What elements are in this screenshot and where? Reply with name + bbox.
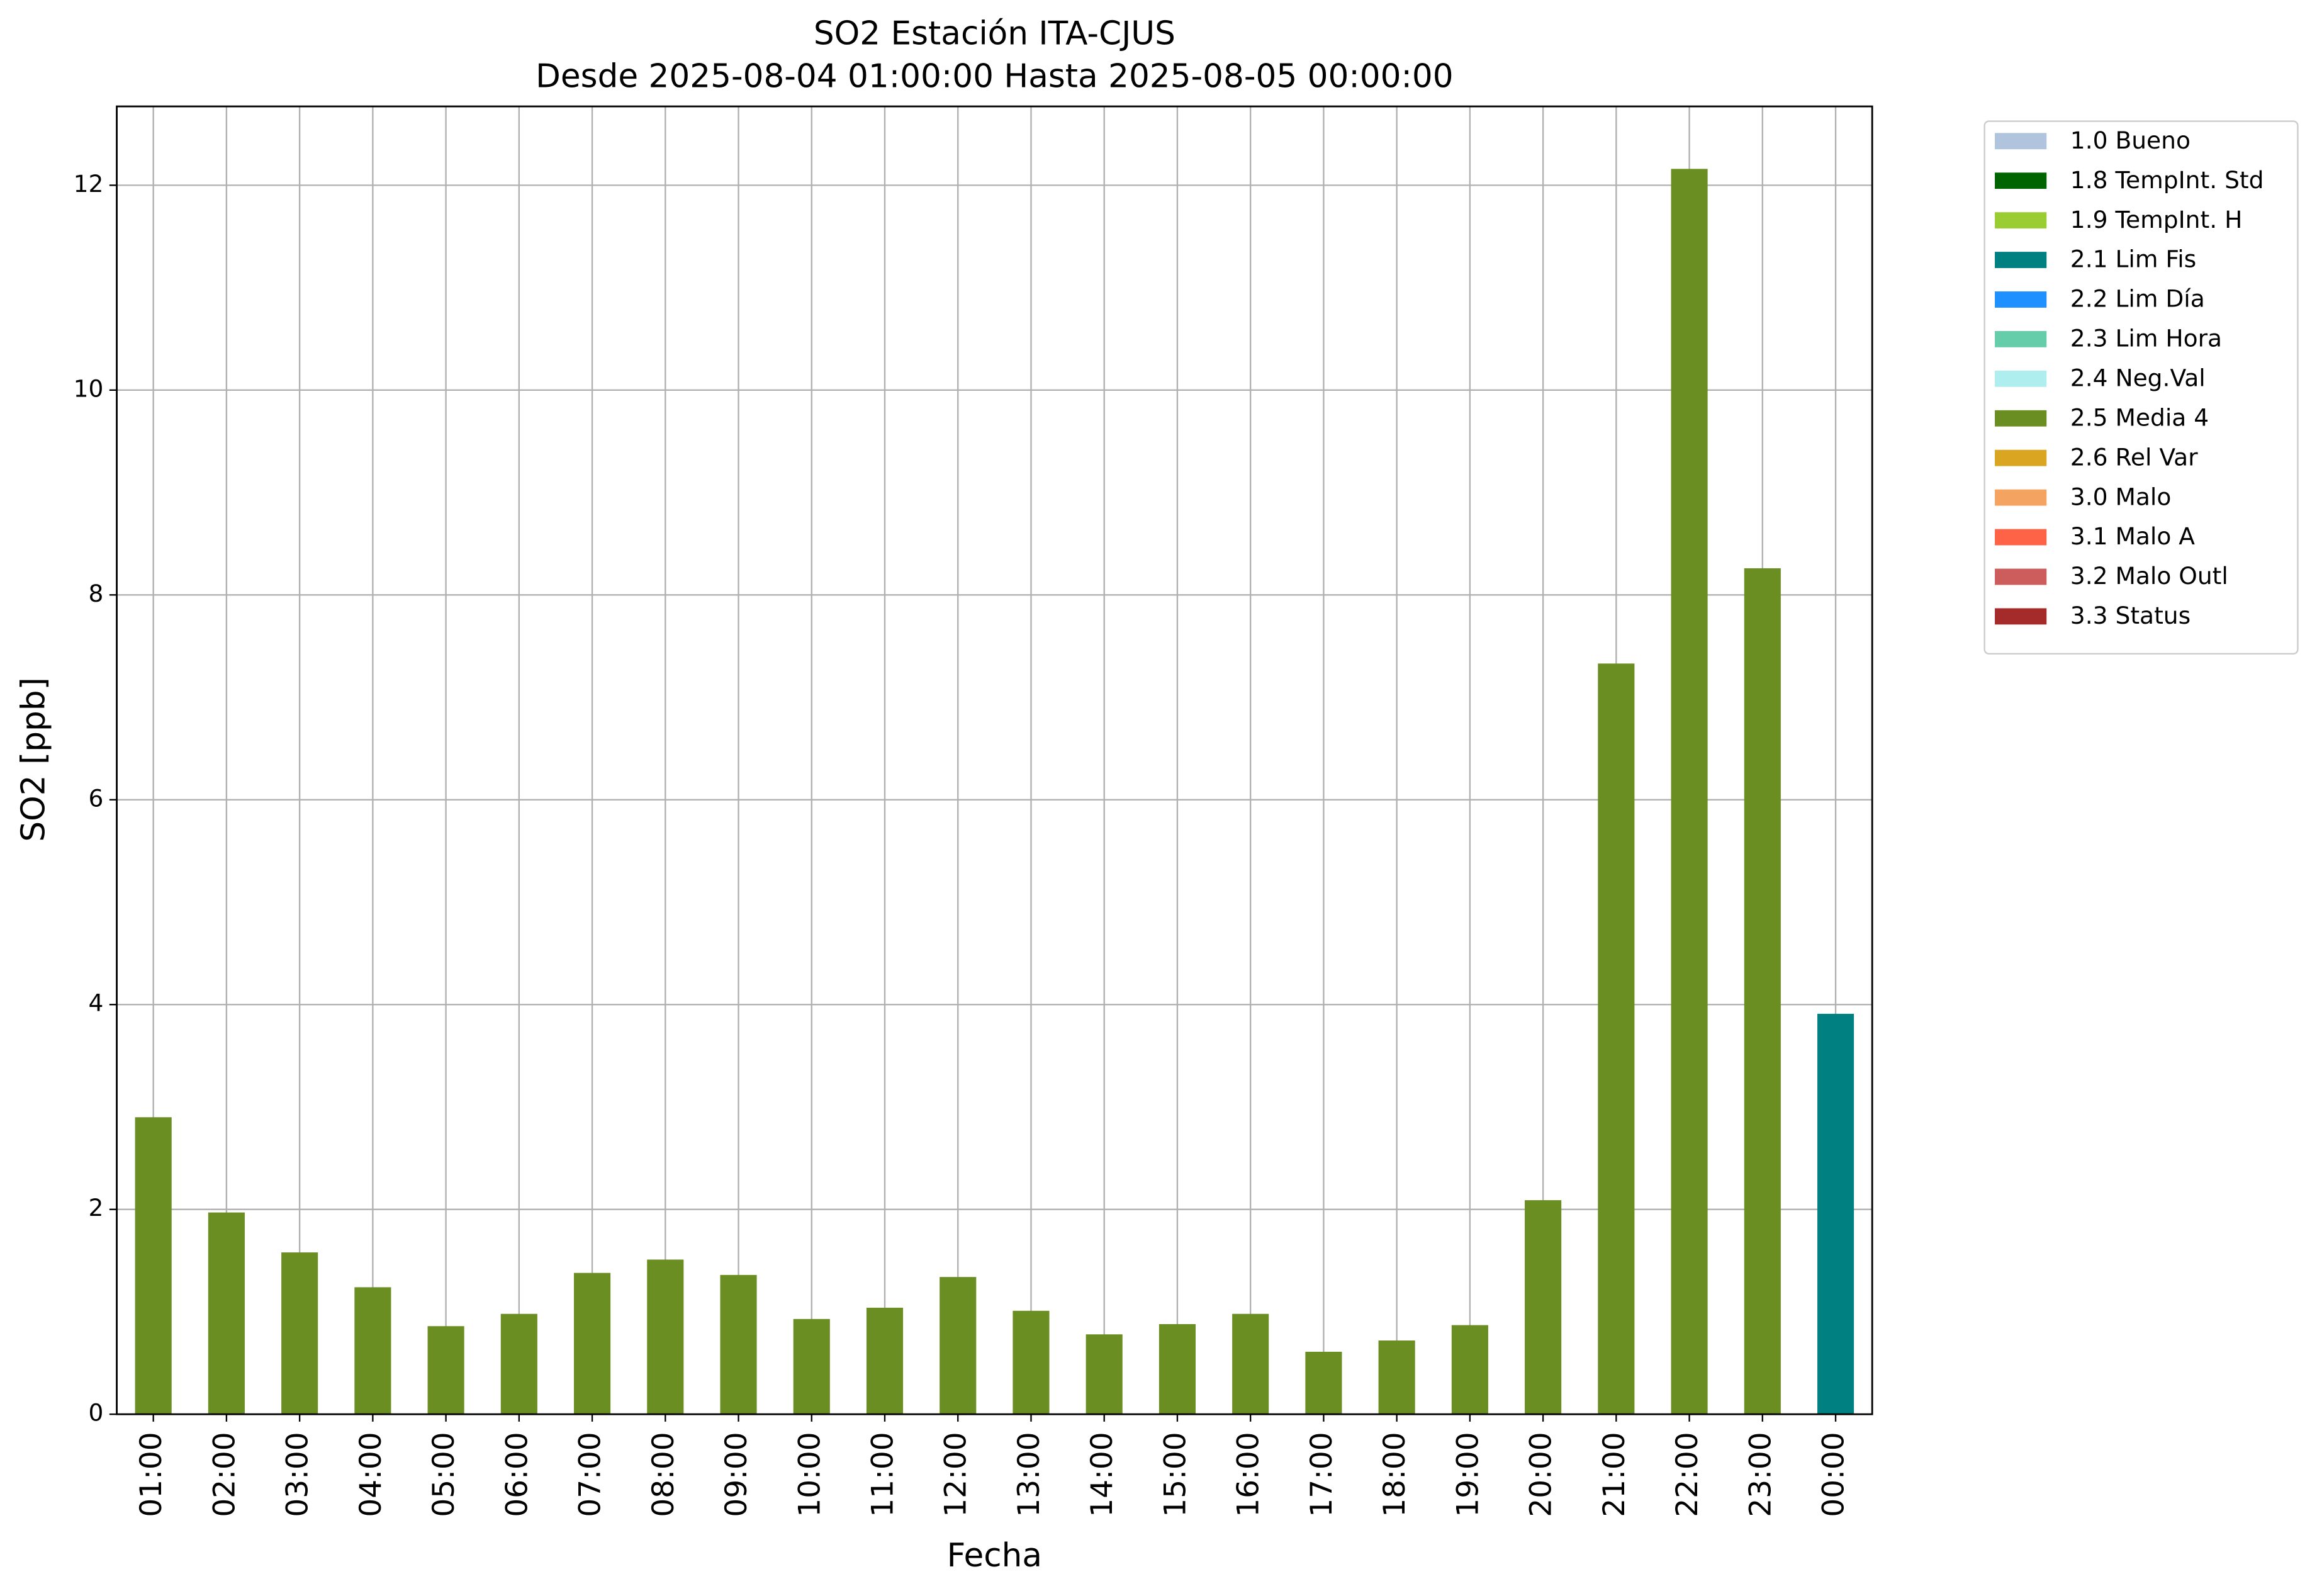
x-tick-label: 01:00 (134, 1432, 169, 1517)
bar (1525, 1200, 1562, 1415)
bar (1232, 1313, 1269, 1415)
x-tick-label: 09:00 (719, 1432, 754, 1517)
x-tick-label: 05:00 (427, 1432, 461, 1517)
bar (1817, 1013, 1854, 1415)
legend-label: 1.8 TempInt. Std (2070, 166, 2264, 194)
bar (281, 1252, 318, 1415)
chart-subtitle: Desde 2025-08-04 01:00:00 Hasta 2025-08-… (536, 57, 1453, 95)
legend-label: 2.3 Lim Hora (2070, 325, 2222, 352)
x-tick-label: 10:00 (792, 1432, 827, 1517)
bar (574, 1273, 611, 1415)
x-tick-label: 18:00 (1377, 1432, 1412, 1517)
x-tick-label: 06:00 (500, 1432, 534, 1517)
legend-swatch (1995, 370, 2047, 387)
y-tick-label: 0 (89, 1399, 104, 1427)
legend-label: 3.1 Malo A (2070, 522, 2195, 550)
y-axis-label: SO2 [ppb] (14, 677, 52, 841)
bar (1158, 1323, 1196, 1415)
legend-box (1983, 120, 2299, 655)
x-tick-label: 17:00 (1304, 1432, 1339, 1517)
chart-title: SO2 Estación ITA-CJUS (814, 14, 1175, 52)
y-tick-label: 12 (74, 170, 104, 198)
bar (940, 1277, 977, 1415)
legend-swatch (1995, 252, 2047, 268)
plot-frame (116, 105, 1873, 1415)
bar (720, 1274, 757, 1415)
x-tick-label: 15:00 (1158, 1432, 1192, 1517)
legend-label: 3.3 Status (2070, 602, 2191, 629)
y-tick-label: 6 (89, 784, 104, 812)
legend-swatch (1995, 291, 2047, 308)
bar (1378, 1340, 1415, 1415)
x-tick-label: 04:00 (354, 1432, 388, 1517)
legend-swatch (1995, 133, 2047, 150)
legend-label: 2.1 Lim Fis (2070, 245, 2196, 273)
x-tick-label: 21:00 (1597, 1432, 1632, 1517)
bar (647, 1259, 684, 1415)
bar (793, 1318, 830, 1415)
y-tick-label: 10 (74, 374, 104, 402)
legend-label: 2.4 Neg.Val (2070, 364, 2206, 392)
legend-label: 3.2 Malo Outl (2070, 562, 2228, 590)
bar (500, 1313, 537, 1415)
x-tick-label: 12:00 (939, 1432, 973, 1517)
x-tick-label: 14:00 (1085, 1432, 1119, 1517)
bar (135, 1117, 172, 1415)
x-axis-label: Fecha (947, 1537, 1042, 1575)
bar (1451, 1325, 1488, 1415)
legend-swatch (1995, 608, 2047, 625)
x-tick-label: 08:00 (646, 1432, 681, 1517)
bar (1671, 169, 1708, 1415)
y-tick-label: 8 (89, 580, 104, 607)
y-tick-label: 4 (89, 989, 104, 1017)
bar (866, 1307, 904, 1415)
legend-swatch (1995, 529, 2047, 546)
legend-swatch (1995, 212, 2047, 229)
x-tick-label: 16:00 (1231, 1432, 1266, 1517)
legend-label: 1.9 TempInt. H (2070, 206, 2243, 233)
bar (1744, 568, 1781, 1415)
x-tick-label: 03:00 (281, 1432, 315, 1517)
bar (1086, 1334, 1123, 1415)
legend-label: 2.5 Media 4 (2070, 403, 2209, 431)
x-tick-label: 22:00 (1670, 1432, 1705, 1517)
x-tick-label: 00:00 (1817, 1432, 1851, 1517)
legend-swatch (1995, 568, 2047, 585)
legend-swatch (1995, 172, 2047, 189)
legend-swatch (1995, 489, 2047, 506)
x-tick-label: 11:00 (866, 1432, 900, 1517)
bar (1598, 663, 1635, 1415)
legend-swatch (1995, 449, 2047, 466)
legend-swatch (1995, 410, 2047, 427)
x-tick-label: 23:00 (1743, 1432, 1778, 1517)
legend-label: 1.0 Bueno (2070, 126, 2191, 154)
x-tick-label: 20:00 (1524, 1432, 1559, 1517)
legend-swatch (1995, 330, 2047, 347)
legend-label: 2.6 Rel Var (2070, 443, 2198, 471)
x-tick-label: 02:00 (207, 1432, 242, 1517)
x-tick-label: 13:00 (1012, 1432, 1046, 1517)
bar (208, 1212, 245, 1415)
y-tick-label: 2 (89, 1194, 104, 1222)
legend-label: 3.0 Malo (2070, 483, 2172, 510)
bar (1305, 1351, 1342, 1415)
bar (1013, 1310, 1050, 1415)
bar (354, 1287, 391, 1415)
legend-label: 2.2 Lim Día (2070, 285, 2205, 313)
bar (427, 1326, 464, 1415)
x-tick-label: 19:00 (1450, 1432, 1485, 1517)
x-tick-label: 07:00 (573, 1432, 608, 1517)
